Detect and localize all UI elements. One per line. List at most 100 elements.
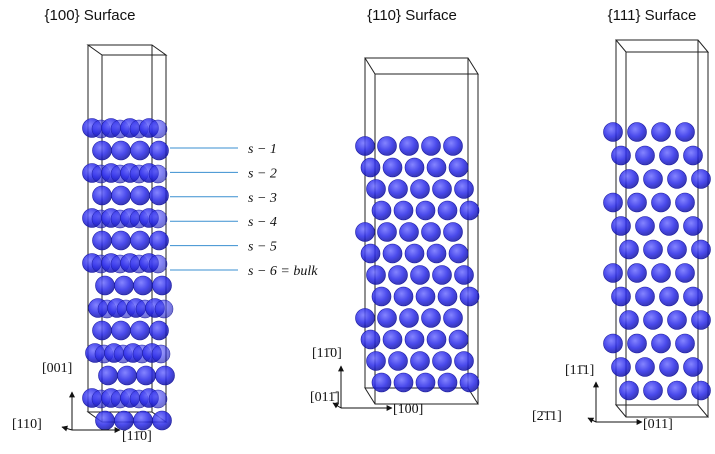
atom xyxy=(148,389,168,409)
atom xyxy=(627,333,647,354)
atom xyxy=(635,286,655,307)
atom xyxy=(651,333,671,354)
atom xyxy=(148,119,168,139)
atom xyxy=(92,185,112,206)
atom xyxy=(611,286,631,307)
atom xyxy=(366,265,386,285)
atom xyxy=(95,410,115,431)
atom xyxy=(98,365,118,386)
atom xyxy=(675,122,695,142)
atom xyxy=(426,157,447,178)
atom xyxy=(448,329,469,350)
atom xyxy=(114,410,134,431)
atom xyxy=(421,308,441,328)
atom xyxy=(111,140,131,161)
atom xyxy=(683,145,703,166)
atom xyxy=(651,263,671,283)
atom xyxy=(130,140,150,161)
atom xyxy=(92,230,112,251)
atom xyxy=(619,169,639,189)
atom xyxy=(399,136,419,156)
atom xyxy=(675,192,695,213)
atom xyxy=(388,265,408,285)
atom xyxy=(611,216,631,236)
atom xyxy=(643,169,663,189)
atom xyxy=(111,320,131,341)
atom xyxy=(667,169,687,189)
atom xyxy=(148,254,168,274)
atom xyxy=(611,145,631,166)
atom xyxy=(136,365,156,386)
layer-label: s − 6 = bulk xyxy=(248,264,318,279)
atom xyxy=(360,243,381,264)
atom xyxy=(603,122,623,142)
atom xyxy=(355,222,375,242)
atom xyxy=(426,329,447,350)
atom xyxy=(415,200,436,221)
atom xyxy=(619,380,639,401)
atom xyxy=(393,286,414,307)
atom xyxy=(432,265,452,285)
atom xyxy=(360,157,381,178)
atom xyxy=(454,351,474,371)
atoms xyxy=(82,118,711,431)
atom xyxy=(382,157,403,178)
atom xyxy=(151,344,171,364)
atom xyxy=(443,308,463,328)
layer-label: s − 2 xyxy=(248,166,277,181)
atom xyxy=(371,372,392,393)
atom xyxy=(454,265,474,285)
axis-label: [100] xyxy=(393,402,423,417)
atom xyxy=(437,286,458,307)
atom xyxy=(448,243,469,264)
axis-label: [011̄] xyxy=(310,390,340,405)
atom xyxy=(130,185,150,206)
axis-arrow xyxy=(587,417,597,424)
axis-label: [11̄0] xyxy=(122,429,152,444)
atom xyxy=(603,263,623,283)
box-top xyxy=(614,39,710,53)
atom xyxy=(130,230,150,251)
atom xyxy=(415,286,436,307)
atom xyxy=(448,157,469,178)
atom xyxy=(683,286,703,307)
atom xyxy=(619,239,639,260)
atom xyxy=(149,185,169,206)
atom xyxy=(92,320,112,341)
atom xyxy=(114,275,134,296)
panel-title: {110} Surface xyxy=(367,7,457,24)
atom xyxy=(404,243,425,264)
box-top xyxy=(86,44,168,56)
axis-label: [001] xyxy=(42,361,72,376)
atom xyxy=(667,239,687,260)
atom xyxy=(117,365,137,386)
atom xyxy=(377,136,397,156)
atom xyxy=(388,179,408,199)
atom xyxy=(643,380,663,401)
atom xyxy=(382,243,403,264)
layer-label: s − 4 xyxy=(248,215,277,230)
atom xyxy=(393,200,414,221)
atom xyxy=(92,140,112,161)
atom xyxy=(415,372,436,393)
axis-label: [110] xyxy=(12,417,42,432)
atom xyxy=(459,200,480,221)
atom xyxy=(133,410,153,431)
atom xyxy=(627,192,647,213)
atom xyxy=(611,357,631,377)
atom xyxy=(154,299,174,319)
atom xyxy=(382,329,403,350)
atom xyxy=(454,179,474,199)
atom xyxy=(130,320,150,341)
atom xyxy=(691,169,711,189)
atom xyxy=(691,380,711,401)
atom xyxy=(437,372,458,393)
atom xyxy=(619,310,639,330)
atom xyxy=(627,122,647,142)
atom xyxy=(152,410,172,431)
atom xyxy=(410,265,430,285)
axis-label: [11̄1] xyxy=(565,363,594,378)
atom xyxy=(404,157,425,178)
